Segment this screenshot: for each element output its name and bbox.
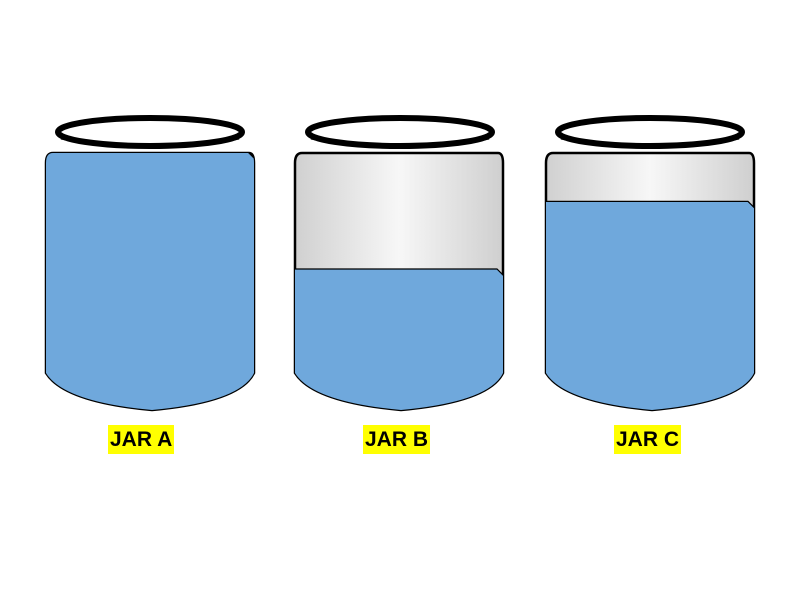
jar-b	[293, 115, 505, 412]
jar-c-label: JAR C	[614, 425, 682, 454]
jar-a-water	[46, 153, 254, 410]
jar-a	[44, 115, 256, 412]
jar-a-label: JAR A	[108, 425, 175, 454]
jar-c	[544, 115, 756, 412]
jar-b-label: JAR B	[363, 425, 431, 454]
jar-b-water	[295, 268, 503, 410]
jar-c-water	[546, 200, 754, 410]
